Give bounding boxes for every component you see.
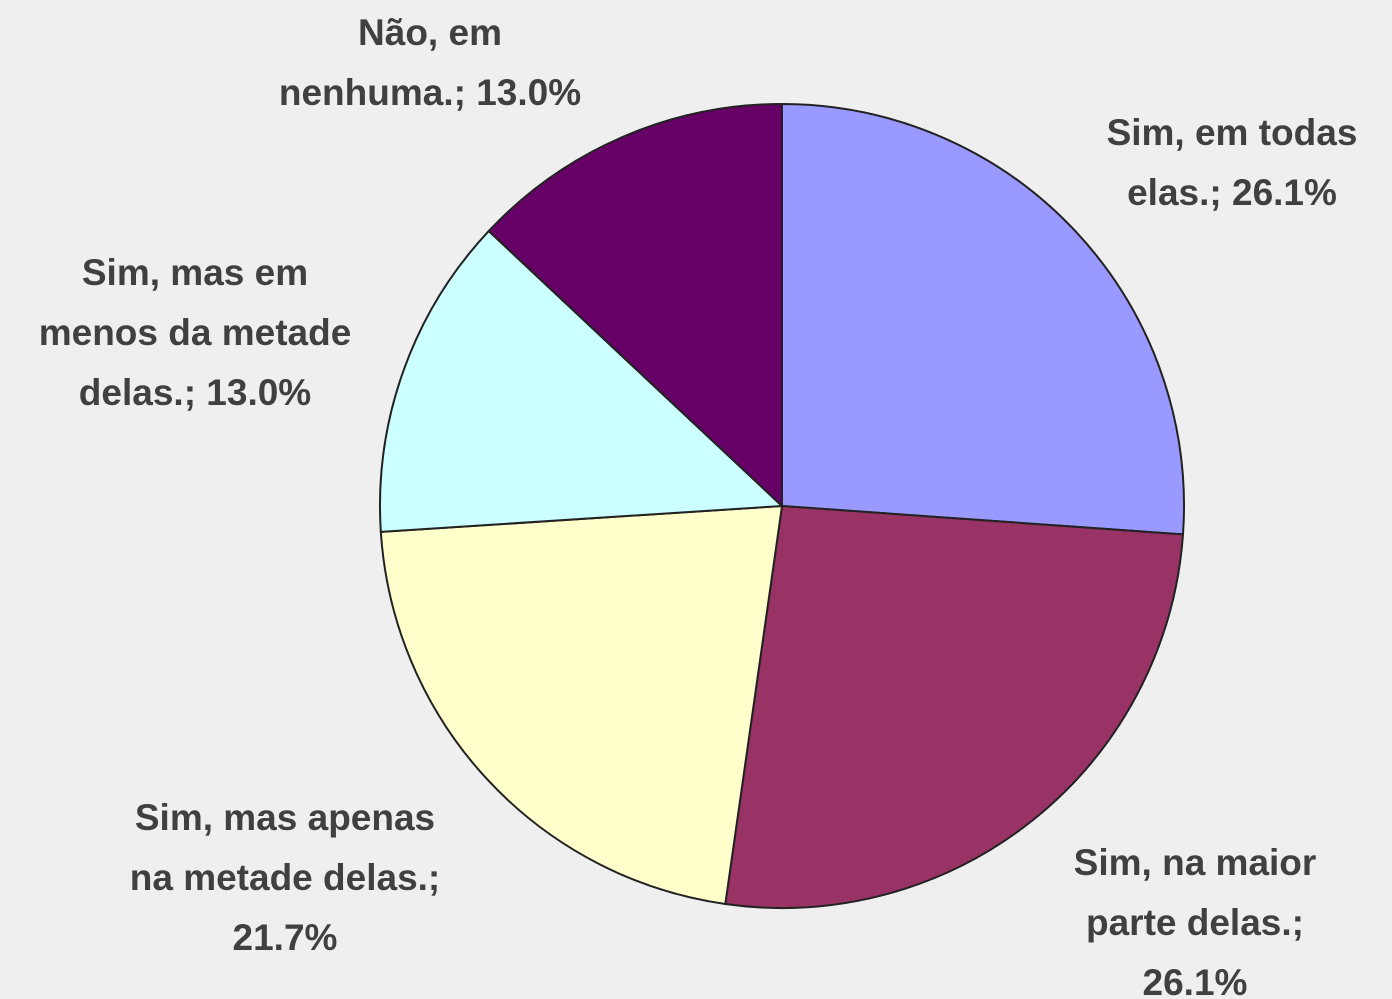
pie-slice — [487, 102, 783, 509]
data-label: Sim, na maior parte delas.; 26.1% — [1074, 842, 1317, 999]
data-label: Sim, mas em menos da metade delas.; 13.0% — [39, 252, 352, 413]
pie-slice — [781, 102, 1185, 536]
data-label: Sim, mas apenas na metade delas.; 21.7% — [130, 797, 441, 958]
pie-slice — [379, 504, 784, 906]
data-label: Não, em nenhuma.; 13.0% — [279, 12, 581, 113]
pie-slice — [724, 504, 1185, 909]
data-label: Sim, em todas elas.; 26.1% — [1107, 112, 1358, 213]
pie-slice — [379, 229, 785, 533]
